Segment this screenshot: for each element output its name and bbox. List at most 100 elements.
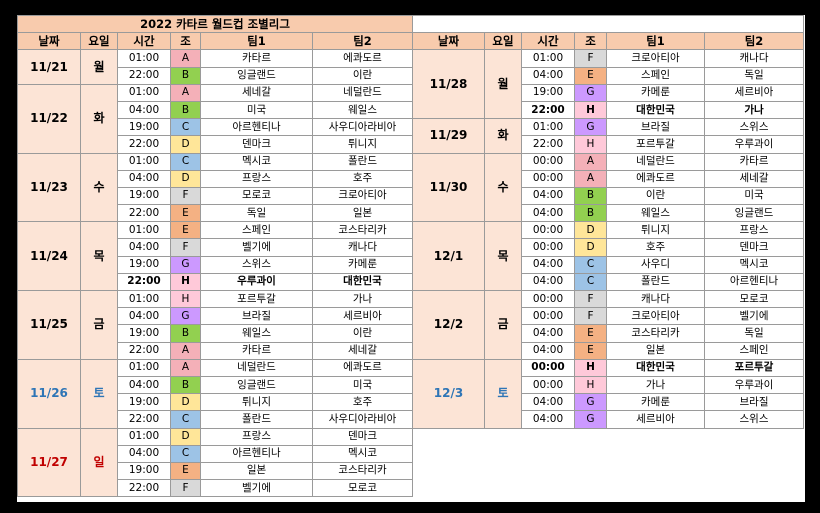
time-cell: 22:00	[117, 66, 171, 85]
date-cell: 12/1	[412, 221, 485, 291]
team2-cell: 에콰도르	[312, 49, 413, 68]
date-cell: 11/27	[17, 427, 81, 498]
team2-cell: 카메룬	[312, 255, 413, 274]
group-cell: B	[170, 100, 201, 120]
team2-cell: 덴마크	[704, 238, 804, 257]
match-row: 11/21 월 01:00 A 카타르 에콰도르 11/28 월 01:00 F 크로아티아 캐나다	[17, 49, 804, 120]
group-cell: C	[170, 444, 201, 463]
team2-cell: 가나	[704, 100, 804, 120]
time-cell: 19:00	[117, 186, 171, 206]
team2-cell: 브라질	[704, 393, 804, 412]
group-cell: G	[574, 410, 607, 429]
team2-cell: 멕시코	[704, 255, 804, 274]
time-cell: 00:00	[521, 221, 575, 240]
time-cell: 01:00	[117, 152, 171, 171]
date-cell: 11/28	[412, 49, 485, 120]
time-cell: 19:00	[117, 393, 171, 412]
time-cell: 04:00	[521, 341, 575, 360]
team2-cell: 크로아티아	[312, 186, 413, 206]
team2-cell: 미국	[704, 186, 804, 206]
column-header: 팀1	[200, 32, 313, 51]
match-row: 04:00 G 브라질 세르비아 00:00 F 크로아티아 벨기에	[18, 307, 804, 326]
team1-cell: 캐나다	[606, 289, 705, 309]
date-cell: 11/30	[412, 152, 485, 223]
time-cell: 00:00	[521, 307, 575, 326]
time-cell: 00:00	[521, 358, 575, 377]
empty-cell	[412, 428, 804, 446]
team1-cell: 사우디	[606, 255, 705, 274]
match-row: 22:00 E 독일 일본 04:00 B 웨일스 잉글랜드	[18, 204, 804, 223]
empty-cell	[412, 479, 804, 497]
time-cell: 22:00	[117, 135, 171, 154]
team1-cell: 카타르	[200, 341, 313, 360]
group-cell: G	[574, 118, 607, 137]
team1-cell: 브라질	[200, 307, 313, 326]
time-cell: 04:00	[521, 204, 575, 223]
time-cell: 19:00	[117, 461, 171, 481]
team2-cell: 스위스	[704, 118, 804, 137]
team2-cell: 아르헨티나	[704, 272, 804, 292]
group-cell: A	[170, 358, 201, 377]
time-cell: 04:00	[521, 186, 575, 206]
team2-cell: 포르투갈	[704, 358, 804, 377]
team1-cell: 크로아티아	[606, 307, 705, 326]
team1-cell: 튀니지	[606, 221, 705, 240]
column-header: 팀2	[704, 32, 804, 51]
group-cell: D	[170, 427, 201, 446]
team1-cell: 호주	[606, 238, 705, 257]
group-cell: F	[170, 186, 201, 206]
team2-cell: 사우디아라비아	[312, 118, 413, 137]
team2-cell: 세르비아	[704, 83, 804, 102]
team1-cell: 스페인	[606, 66, 705, 85]
team1-cell: 대한민국	[606, 100, 705, 120]
match-row: 19:00 B 웨일스 이란 04:00 E 코스타리카 독일	[18, 324, 804, 343]
time-cell: 00:00	[521, 375, 575, 395]
group-cell: A	[574, 169, 607, 188]
group-cell: H	[574, 358, 607, 377]
team1-cell: 가나	[606, 375, 705, 395]
time-cell: 22:00	[521, 100, 575, 120]
team2-cell: 네덜란드	[312, 83, 413, 102]
team1-cell: 벨기에	[200, 479, 313, 498]
weekday-cell: 월	[80, 49, 118, 85]
team1-cell: 프랑스	[200, 427, 313, 446]
weekday-cell: 월	[484, 49, 522, 120]
group-cell: H	[170, 272, 201, 292]
team2-cell: 우루과이	[704, 135, 804, 154]
weekday-cell: 토	[484, 358, 522, 429]
team1-cell: 미국	[200, 100, 313, 120]
time-cell: 01:00	[117, 289, 171, 309]
team2-cell: 독일	[704, 66, 804, 85]
column-header: 시간	[117, 32, 171, 51]
date-cell: 12/3	[412, 358, 485, 429]
schedule-sheet: 2022 카타르 월드컵 조별리그 날짜 요일 시간 조 팀1 팀2 날짜 요일 시간 조 팀1 팀2…	[17, 14, 804, 498]
time-cell: 01:00	[117, 83, 171, 102]
team2-cell: 폴란드	[312, 152, 413, 171]
team1-cell: 세르비아	[606, 410, 705, 429]
team1-cell: 스페인	[200, 221, 313, 240]
weekday-cell: 수	[80, 152, 118, 223]
date-cell: 11/24	[17, 221, 81, 291]
time-cell: 00:00	[521, 169, 575, 188]
team1-cell: 스위스	[200, 255, 313, 274]
team1-cell: 프랑스	[200, 169, 313, 188]
group-cell: F	[574, 49, 607, 68]
time-cell: 19:00	[117, 118, 171, 137]
team1-cell: 네덜란드	[606, 152, 705, 171]
time-cell: 22:00	[521, 135, 575, 154]
team1-cell: 우루과이	[200, 272, 313, 292]
match-row: 19:00 F 모로코 크로아티아 04:00 B 이란 미국	[18, 186, 804, 206]
group-cell: H	[574, 100, 607, 120]
match-row: 22:00 H 우루과이 대한민국 04:00 C 폴란드 아르헨티나	[18, 272, 804, 292]
time-cell: 04:00	[521, 255, 575, 274]
team1-cell: 일본	[200, 461, 313, 481]
group-cell: C	[170, 118, 201, 137]
weekday-cell: 수	[484, 152, 522, 223]
team2-cell: 코스타리카	[312, 461, 413, 481]
group-cell: F	[170, 238, 201, 257]
time-cell: 19:00	[521, 83, 575, 102]
time-cell: 01:00	[521, 118, 575, 137]
weekday-cell: 금	[80, 290, 118, 360]
time-cell: 04:00	[117, 307, 171, 326]
team2-cell: 카타르	[704, 152, 804, 171]
